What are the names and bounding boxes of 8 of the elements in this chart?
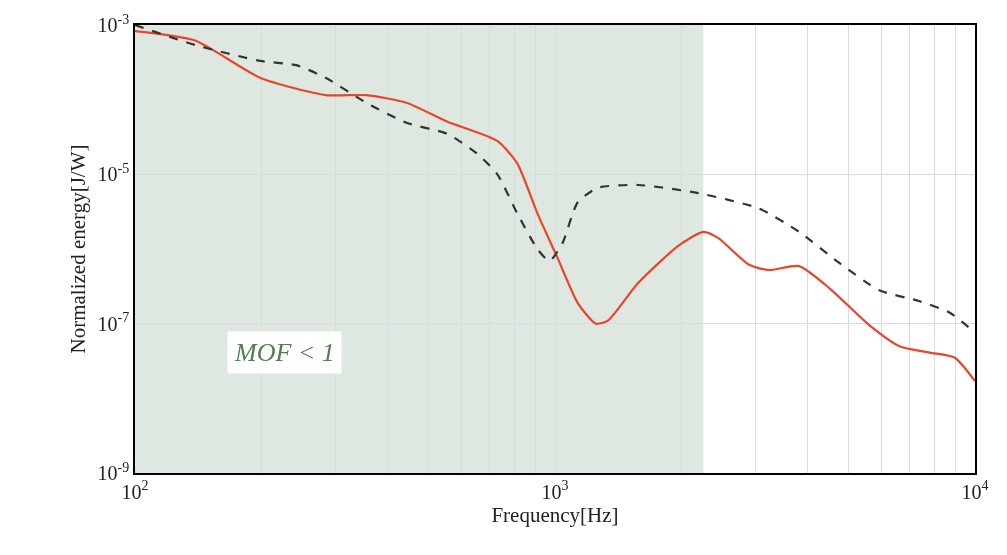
x-axis-title: Frequency[Hz] <box>491 502 619 527</box>
y-axis-title: Normalized energy[J/W] <box>66 144 91 354</box>
y-tick-label: 10$^{-7}$ <box>97 310 130 335</box>
x-tick-label: 10$^{4}$ <box>961 478 989 503</box>
x-tick-label: 10$^{3}$ <box>541 478 569 503</box>
band-label: MOF < 1 <box>234 338 335 367</box>
y-tick-label: 10$^{-3}$ <box>97 11 130 36</box>
y-tick-label: 10$^{-5}$ <box>97 160 130 186</box>
